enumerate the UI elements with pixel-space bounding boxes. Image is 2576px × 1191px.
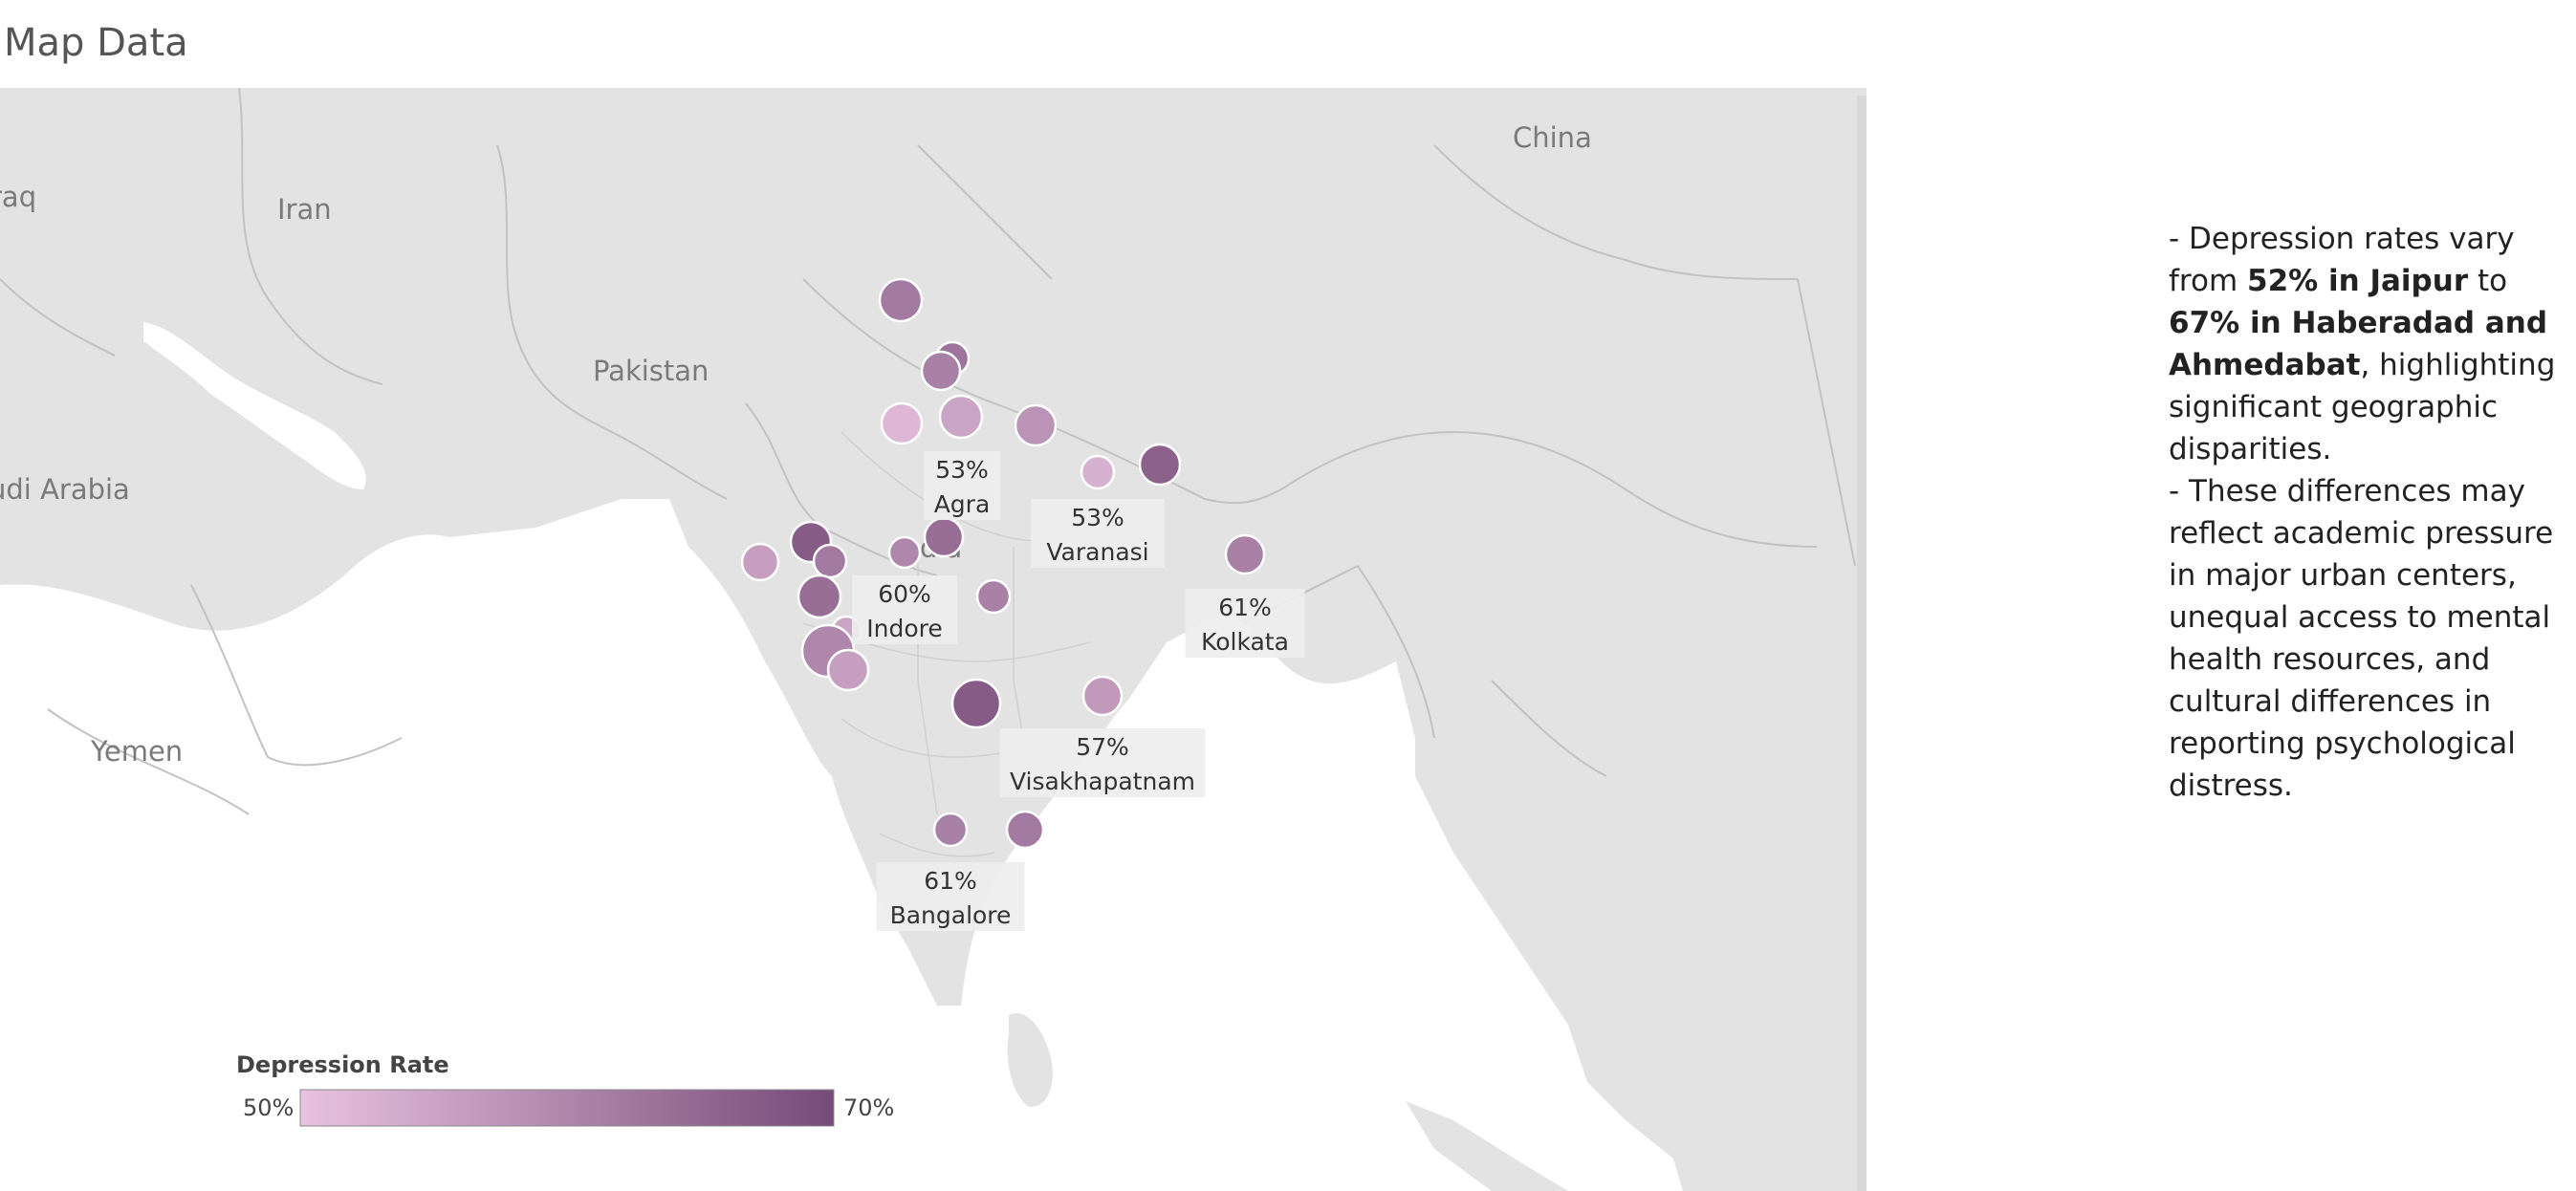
- city-marker[interactable]: [887, 535, 922, 570]
- city-marker[interactable]: [932, 812, 969, 848]
- city-label-box: [999, 728, 1206, 797]
- legend-max-label: 70%: [843, 1094, 894, 1121]
- country-label: udi Arabia: [0, 473, 130, 506]
- insight-p1-lead: - Depression rates vary from: [2169, 222, 2515, 298]
- country-label: raq: [0, 181, 36, 213]
- city-label-box: [1185, 589, 1305, 658]
- city-rate-label: 61%: [1218, 594, 1272, 621]
- city-rate-label: 57%: [1076, 733, 1129, 761]
- city-name-label: Bangalore: [890, 901, 1012, 929]
- page-title: Map Data: [4, 21, 188, 65]
- city-marker[interactable]: [1138, 443, 1182, 487]
- city-marker[interactable]: [920, 350, 962, 392]
- map-scrollbar[interactable]: [1857, 96, 1867, 1191]
- city-marker[interactable]: [878, 277, 924, 323]
- city-rate-label: 61%: [924, 867, 977, 895]
- city-marker[interactable]: [812, 543, 848, 579]
- city-marker[interactable]: [797, 574, 842, 619]
- legend-title: Depression Rate: [236, 1051, 449, 1078]
- country-borders: [0, 88, 1856, 815]
- city-label-box: [924, 451, 1000, 520]
- city-marker[interactable]: [1014, 403, 1058, 447]
- city-marker[interactable]: [938, 394, 984, 440]
- city-marker[interactable]: [923, 516, 965, 558]
- city-marker[interactable]: [1081, 675, 1124, 717]
- city-rate-label: 60%: [878, 580, 931, 608]
- city-rate-label: 53%: [1071, 504, 1124, 531]
- land-shapes: [0, 322, 1867, 1191]
- map-canvas[interactable]: ChinaIranraqPakistanudi ArabiaYemendia 5…: [0, 88, 1867, 1191]
- insight-p1-low: 52% in Jaipur: [2247, 264, 2469, 298]
- insight-text: - Depression rates vary from 52% in Jaip…: [2169, 218, 2561, 807]
- country-label: Yemen: [90, 735, 183, 768]
- city-name-label: Indore: [866, 615, 943, 642]
- city-marker[interactable]: [826, 648, 870, 692]
- city-marker[interactable]: [950, 678, 1002, 729]
- city-name-label: Agra: [934, 490, 991, 518]
- city-marker[interactable]: [1005, 810, 1045, 850]
- country-label: China: [1513, 121, 1592, 154]
- legend-min-label: 50%: [243, 1094, 294, 1121]
- insight-p1-high: 67% in Haberadad and Ahmedabat: [2169, 306, 2548, 382]
- city-marker[interactable]: [975, 578, 1012, 615]
- legend: Depression Rate 50% 70%: [236, 1051, 894, 1127]
- map-view[interactable]: ChinaIranraqPakistanudi ArabiaYemendia 5…: [0, 88, 1867, 1191]
- city-label-box: [1031, 499, 1165, 568]
- insight-paragraph-1: - Depression rates vary from 52% in Jaip…: [2169, 218, 2561, 470]
- city-label-box: [876, 862, 1025, 931]
- country-label: Iran: [277, 193, 332, 226]
- insight-p1-to: to: [2468, 264, 2508, 298]
- city-rate-label: 53%: [935, 456, 989, 484]
- insight-p1-tail: , highlighting significant geographic di…: [2169, 348, 2556, 466]
- legend-gradient-bar: [299, 1089, 835, 1127]
- insight-paragraph-2: - These differences may reflect academic…: [2169, 474, 2554, 803]
- city-name-label: Kolkata: [1201, 628, 1289, 656]
- country-label: Pakistan: [593, 355, 709, 387]
- city-marker[interactable]: [1080, 454, 1116, 490]
- city-name-label: Varanasi: [1046, 538, 1148, 566]
- city-marker[interactable]: [1224, 533, 1266, 575]
- city-label-box: [852, 575, 957, 644]
- city-marker[interactable]: [740, 542, 780, 582]
- city-marker[interactable]: [880, 401, 924, 445]
- city-name-label: Visakhapatnam: [1010, 768, 1195, 795]
